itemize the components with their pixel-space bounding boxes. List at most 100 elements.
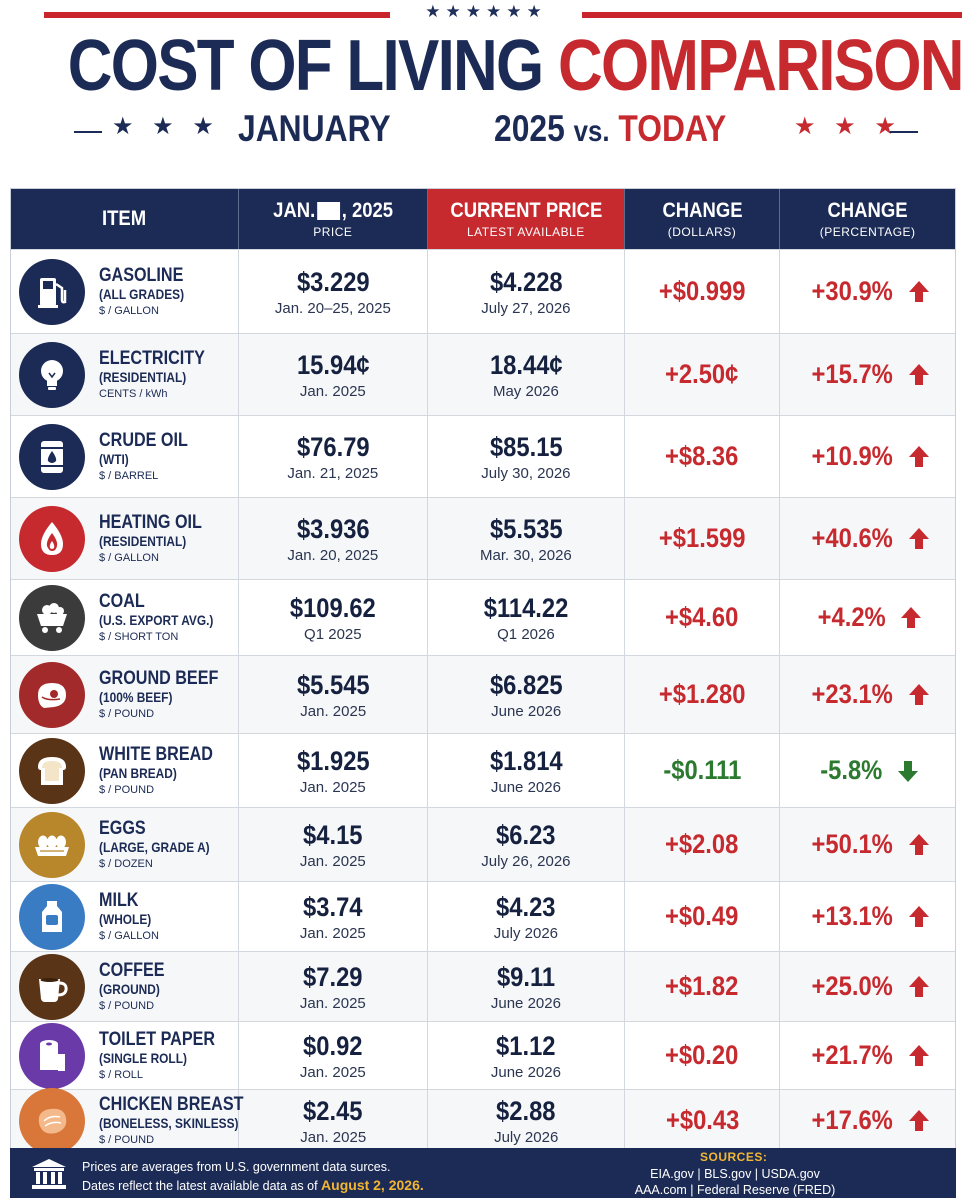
change-dollars: -$0.111 (663, 755, 742, 785)
item-qualifier: (RESIDENTIAL) (99, 368, 187, 385)
item-text: COAL (U.S. EXPORT AVG.) $ / SHORT TON (99, 591, 234, 644)
change-dollars: +$4.60 (665, 602, 739, 632)
arrow-up-icon (908, 1044, 929, 1066)
item-cell: TOILET PAPER (SINGLE ROLL) $ / ROLL (11, 1022, 239, 1089)
toilet-paper-icon (40, 1039, 65, 1071)
jan-price-cell: $3.229 Jan. 20–25, 2025 (239, 250, 429, 333)
change-dollars-cell: +$8.36 (625, 416, 781, 497)
current-date: July 26, 2026 (481, 852, 571, 870)
current-price: $4.228 (489, 266, 563, 297)
eggs-icon (35, 835, 69, 856)
item-cell: ELECTRICITY (RESIDENTIAL) CENTS / kWh (11, 334, 239, 415)
change-dollars-cell: +$2.08 (625, 808, 781, 881)
coffee-cup-icon-badge (19, 953, 85, 1020)
current-price: $114.22 (483, 592, 569, 623)
jan-date: Jan. 2025 (299, 924, 366, 942)
table-body: GASOLINE (ALL GRADES) $ / GALLON $3.229 Jan.… (11, 249, 955, 1154)
change-dollars: +2.50¢ (665, 359, 739, 389)
sources-list: EIA.gov | BLS.gov | USDA.gov AAA.com | F… (615, 1166, 855, 1198)
light-bulb-icon-badge (19, 341, 85, 408)
change-dollars-cell: +2.50¢ (625, 334, 781, 415)
jan-price: $2.45 (303, 1095, 363, 1126)
change-percentage-wrap: +30.9% (806, 276, 930, 307)
current-date: June 2026 (491, 702, 562, 720)
top-stars: ★★★★★★ (425, 2, 547, 21)
gas-pump-icon-badge (19, 258, 85, 325)
item-unit: $ / GALLON (99, 930, 159, 943)
top-red-bar-right (582, 12, 962, 18)
change-dollars-cell: +$1.599 (625, 498, 781, 579)
item-cell: WHITE BREAD (PAN BREAD) $ / POUND (11, 734, 239, 807)
jan-date: Jan. 21, 2025 (287, 464, 379, 482)
bank-building-icon (32, 1159, 66, 1189)
current-price: $1.814 (489, 745, 563, 776)
item-name: CRUDE OIL (99, 429, 188, 451)
arrow-down-icon (897, 760, 918, 782)
jan-price: $3.229 (296, 266, 370, 297)
jan-date: Jan. 2025 (299, 778, 366, 796)
jan-date: Jan. 2025 (299, 382, 366, 400)
change-dollars-cell: +$0.999 (625, 250, 781, 333)
jan-price-cell: $7.29 Jan. 2025 (239, 952, 429, 1021)
change-dollars: +$2.08 (665, 829, 739, 859)
steak-icon (38, 682, 66, 708)
arrow-up-icon (908, 280, 929, 302)
item-unit: $ / POUND (99, 708, 155, 721)
item-name: GROUND BEEF (99, 667, 219, 689)
change-percentage-cell: +50.1% (780, 808, 955, 881)
change-dollars-cell: +$4.60 (625, 580, 781, 655)
top-red-bar-left (44, 12, 390, 18)
change-dollars-cell: -$0.111 (625, 734, 781, 807)
current-price-cell: $1.814 June 2026 (428, 734, 625, 807)
item-unit: $ / GALLON (99, 305, 159, 318)
change-percentage-wrap: +15.7% (806, 359, 930, 390)
change-percentage: +15.7% (811, 359, 893, 389)
current-date: July 2026 (493, 924, 559, 942)
arrow-up-icon (908, 905, 929, 927)
arrow-up-icon (908, 1109, 929, 1131)
table-row: COFFEE (GROUND) $ / POUND $7.29 Jan. 2025 $9.… (11, 951, 955, 1021)
current-price: $85.15 (489, 431, 563, 462)
gas-pump-icon (38, 277, 67, 308)
change-percentage-cell: +21.7% (780, 1022, 955, 1089)
item-cell: GASOLINE (ALL GRADES) $ / GALLON (11, 250, 239, 333)
jan-price-cell: $109.62 Q1 2025 (239, 580, 429, 655)
current-price-cell: $85.15 July 30, 2026 (428, 416, 625, 497)
table-header: ITEM JAN., 2025 PRICE CURRENT PRICE LATE… (11, 189, 955, 249)
change-percentage-wrap: +10.9% (806, 441, 930, 472)
item-text: COFFEE (GROUND) $ / POUND (99, 960, 176, 1012)
jan-price-cell: $5.545 Jan. 2025 (239, 656, 429, 733)
current-price: 18.44¢ (489, 349, 563, 380)
subtitle-year-vs-today: 2025 vs. TODAY (494, 108, 726, 150)
item-cell: CRUDE OIL (WTI) $ / BARREL (11, 416, 239, 497)
current-date: July 2026 (494, 1128, 559, 1146)
bread-icon-badge (19, 737, 85, 804)
current-price-cell: $4.23 July 2026 (428, 882, 625, 951)
jan-date: Q1 2025 (304, 625, 362, 643)
item-qualifier: (WTI) (99, 450, 129, 467)
title-part-2: COMPARISON (557, 26, 965, 106)
change-dollars: +$1.82 (665, 971, 739, 1001)
jan-date: Jan. 2025 (300, 1128, 367, 1146)
item-cell: EGGS (LARGE, GRADE A) $ / DOZEN (11, 808, 239, 881)
change-dollars: +$8.36 (665, 441, 739, 471)
sources-line-2: AAA.com | Federal Reserve (FRED) (634, 1183, 836, 1197)
coal-cart-icon-badge (19, 584, 85, 651)
toilet-paper-icon-badge (19, 1022, 85, 1089)
current-price-cell: $114.22 Q1 2026 (428, 580, 625, 655)
current-price-cell: $2.88 July 2026 (428, 1090, 625, 1151)
item-text: ELECTRICITY (RESIDENTIAL) CENTS / kWh (99, 347, 224, 400)
table-row: GASOLINE (ALL GRADES) $ / GALLON $3.229 Jan.… (11, 249, 955, 333)
item-name: ELECTRICITY (99, 347, 205, 369)
title-part-1: COST OF LIVING (67, 26, 544, 106)
change-percentage-wrap: +13.1% (806, 901, 930, 932)
change-dollars: +$1.599 (658, 523, 746, 553)
jan-date: Jan. 2025 (300, 702, 367, 720)
item-unit: $ / SHORT TON (99, 631, 179, 644)
change-percentage-cell: +13.1% (780, 882, 955, 951)
table-row: MILK (WHOLE) $ / GALLON $3.74 Jan. 2025 $4.23… (11, 881, 955, 951)
current-date: June 2026 (490, 994, 561, 1012)
jan-price: $109.62 (289, 592, 376, 623)
item-cell: HEATING OIL (RESIDENTIAL) $ / GALLON (11, 498, 239, 579)
jan-price-cell: $0.92 Jan. 2025 (239, 1022, 429, 1089)
